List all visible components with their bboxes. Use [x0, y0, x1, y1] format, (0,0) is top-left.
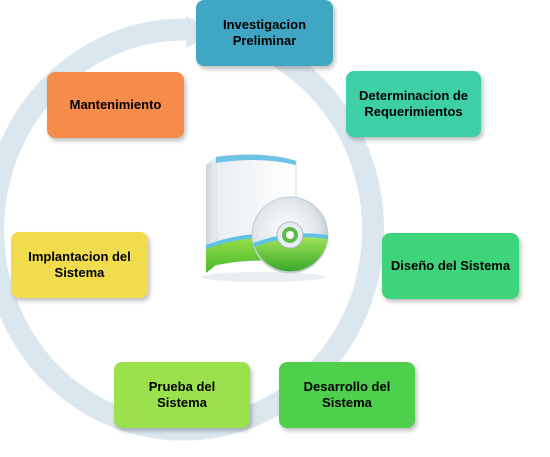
stage-diseno-sistema: Diseño del Sistema — [382, 233, 519, 299]
stage-label: Investigacion Preliminar — [222, 17, 307, 48]
stage-desarrollo-sistema: Desarrollo del Sistema — [279, 362, 415, 428]
stage-implantacion-sistema: Implantacion del Sistema — [11, 232, 148, 298]
stage-prueba-sistema: Prueba del Sistema — [114, 362, 250, 428]
stage-label: Prueba del Sistema — [148, 379, 216, 410]
stage-label: Mantenimiento — [69, 97, 162, 112]
stage-investigacion-preliminar: Investigacion Preliminar — [196, 0, 333, 66]
stage-label: Diseño del Sistema — [390, 258, 511, 273]
software-box-cd-icon — [201, 154, 329, 282]
stage-label: Implantacion del Sistema — [28, 249, 131, 280]
stage-label: Determinacion de Requerimientos — [358, 88, 469, 119]
stage-label: Desarrollo del Sistema — [303, 379, 391, 410]
stage-mantenimiento: Mantenimiento — [47, 72, 184, 138]
stage-determinacion-requerimientos: Determinacion de Requerimientos — [346, 71, 481, 137]
